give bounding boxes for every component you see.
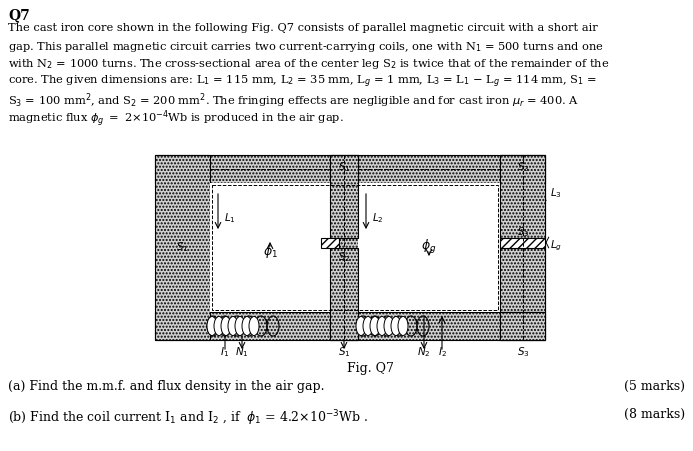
Text: $L_2$: $L_2$: [372, 211, 384, 225]
Text: (8 marks): (8 marks): [624, 408, 685, 421]
Text: (5 marks): (5 marks): [624, 380, 685, 393]
Ellipse shape: [221, 317, 231, 336]
Bar: [500, 248, 545, 312]
Ellipse shape: [363, 317, 373, 336]
Ellipse shape: [398, 317, 408, 336]
Ellipse shape: [235, 317, 245, 336]
Text: $\phi_g$: $\phi_g$: [421, 238, 437, 256]
Ellipse shape: [384, 317, 394, 336]
Bar: [210, 183, 330, 312]
Bar: [321, 238, 339, 248]
Bar: [155, 155, 545, 183]
Text: magnetic flux $\phi_g$ $=$ 2$\times$10$^{-4}$Wb is produced in the air gap.: magnetic flux $\phi_g$ $=$ 2$\times$10$^…: [8, 108, 344, 129]
Bar: [330, 155, 358, 340]
Bar: [212, 185, 498, 310]
Bar: [330, 248, 358, 340]
Ellipse shape: [242, 317, 252, 336]
Text: $S_1$: $S_1$: [337, 160, 350, 174]
Text: gap. This parallel magnetic circuit carries two current-carrying coils, one with: gap. This parallel magnetic circuit carr…: [8, 40, 604, 54]
Text: Q7: Q7: [8, 8, 30, 22]
Ellipse shape: [377, 317, 387, 336]
Bar: [155, 312, 545, 340]
Text: $S_1$: $S_1$: [337, 345, 350, 359]
Ellipse shape: [207, 317, 217, 336]
Text: $S_2$: $S_2$: [337, 250, 350, 264]
Text: S$_3$ = 100 mm$^2$, and S$_2$ = 200 mm$^2$. The fringing effects are negligible : S$_3$ = 100 mm$^2$, and S$_2$ = 200 mm$^…: [8, 91, 579, 110]
Text: $L_1$: $L_1$: [224, 211, 236, 225]
Text: $S_1$: $S_1$: [176, 240, 188, 254]
Text: $S_3$: $S_3$: [517, 345, 529, 359]
Text: $I_1$: $I_1$: [220, 345, 229, 359]
Ellipse shape: [249, 317, 259, 336]
Text: (b) Find the coil current I$_1$ and I$_2$ , if  $\phi_1$ = 4.2$\times$10$^{-3}$W: (b) Find the coil current I$_1$ and I$_2…: [8, 408, 368, 428]
Text: $N_2$: $N_2$: [417, 345, 431, 359]
Text: core. The given dimensions are: L$_1$ = 115 mm, L$_2$ = 35 mm, L$_g$ = 1 mm, L$_: core. The given dimensions are: L$_1$ = …: [8, 74, 597, 90]
Text: $L_g$: $L_g$: [550, 238, 562, 253]
Text: with N$_2$ = 1000 turns. The cross-sectional area of the center leg S$_2$ is twi: with N$_2$ = 1000 turns. The cross-secti…: [8, 57, 609, 71]
Text: $S_3$: $S_3$: [517, 226, 529, 239]
Text: $N_1$: $N_1$: [235, 345, 249, 359]
Bar: [330, 155, 358, 238]
Ellipse shape: [356, 317, 366, 336]
Ellipse shape: [228, 317, 238, 336]
Bar: [155, 155, 210, 340]
Text: $I_2$: $I_2$: [437, 345, 446, 359]
Ellipse shape: [370, 317, 380, 336]
Bar: [500, 238, 545, 248]
Ellipse shape: [391, 317, 401, 336]
Bar: [358, 183, 500, 312]
Text: $L_3$: $L_3$: [550, 186, 562, 200]
Ellipse shape: [214, 317, 224, 336]
Text: The cast iron core shown in the following Fig. Q7 consists of parallel magnetic : The cast iron core shown in the followin…: [8, 23, 598, 33]
Text: $S_3$: $S_3$: [517, 160, 529, 174]
Bar: [500, 312, 545, 340]
Bar: [500, 155, 545, 340]
Bar: [500, 155, 545, 238]
Text: (a) Find the m.m.f. and flux density in the air gap.: (a) Find the m.m.f. and flux density in …: [8, 380, 324, 393]
Text: $\phi_1$: $\phi_1$: [263, 244, 277, 261]
Text: Fig. Q7: Fig. Q7: [346, 362, 394, 375]
